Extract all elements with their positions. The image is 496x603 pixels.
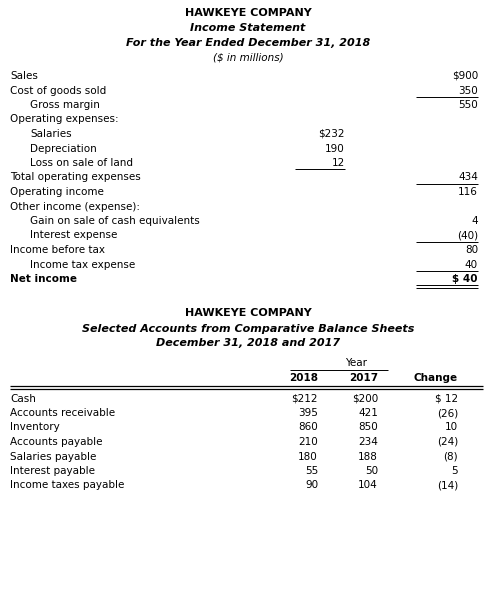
Text: Year: Year bbox=[345, 358, 367, 367]
Text: Accounts payable: Accounts payable bbox=[10, 437, 103, 447]
Text: 90: 90 bbox=[305, 481, 318, 490]
Text: 188: 188 bbox=[358, 452, 378, 461]
Text: $200: $200 bbox=[352, 394, 378, 403]
Text: 395: 395 bbox=[298, 408, 318, 418]
Text: (8): (8) bbox=[443, 452, 458, 461]
Text: Interest expense: Interest expense bbox=[30, 230, 118, 241]
Text: 2018: 2018 bbox=[289, 373, 318, 383]
Text: 210: 210 bbox=[298, 437, 318, 447]
Text: (40): (40) bbox=[457, 230, 478, 241]
Text: Cost of goods sold: Cost of goods sold bbox=[10, 86, 106, 95]
Text: 190: 190 bbox=[325, 144, 345, 154]
Text: Gain on sale of cash equivalents: Gain on sale of cash equivalents bbox=[30, 216, 200, 226]
Text: ($ in millions): ($ in millions) bbox=[213, 53, 283, 63]
Text: Operating expenses:: Operating expenses: bbox=[10, 115, 119, 124]
Text: Accounts receivable: Accounts receivable bbox=[10, 408, 115, 418]
Text: Total operating expenses: Total operating expenses bbox=[10, 172, 141, 183]
Text: 434: 434 bbox=[458, 172, 478, 183]
Text: Interest payable: Interest payable bbox=[10, 466, 95, 476]
Text: 5: 5 bbox=[451, 466, 458, 476]
Text: Salaries: Salaries bbox=[30, 129, 71, 139]
Text: $232: $232 bbox=[318, 129, 345, 139]
Text: Loss on sale of land: Loss on sale of land bbox=[30, 158, 133, 168]
Text: 4: 4 bbox=[471, 216, 478, 226]
Text: Income taxes payable: Income taxes payable bbox=[10, 481, 124, 490]
Text: $ 40: $ 40 bbox=[452, 274, 478, 284]
Text: 55: 55 bbox=[305, 466, 318, 476]
Text: 80: 80 bbox=[465, 245, 478, 255]
Text: $900: $900 bbox=[452, 71, 478, 81]
Text: Other income (expense):: Other income (expense): bbox=[10, 201, 140, 212]
Text: Change: Change bbox=[414, 373, 458, 383]
Text: 421: 421 bbox=[358, 408, 378, 418]
Text: Income tax expense: Income tax expense bbox=[30, 259, 135, 270]
Text: Cash: Cash bbox=[10, 394, 36, 403]
Text: Income before tax: Income before tax bbox=[10, 245, 105, 255]
Text: 860: 860 bbox=[298, 423, 318, 432]
Text: 2017: 2017 bbox=[349, 373, 378, 383]
Text: HAWKEYE COMPANY: HAWKEYE COMPANY bbox=[185, 8, 311, 18]
Text: $ 12: $ 12 bbox=[435, 394, 458, 403]
Text: (24): (24) bbox=[437, 437, 458, 447]
Text: 12: 12 bbox=[332, 158, 345, 168]
Text: 50: 50 bbox=[365, 466, 378, 476]
Text: 350: 350 bbox=[458, 86, 478, 95]
Text: 10: 10 bbox=[445, 423, 458, 432]
Text: Selected Accounts from Comparative Balance Sheets: Selected Accounts from Comparative Balan… bbox=[82, 323, 414, 333]
Text: For the Year Ended December 31, 2018: For the Year Ended December 31, 2018 bbox=[126, 38, 370, 48]
Text: Salaries payable: Salaries payable bbox=[10, 452, 96, 461]
Text: Depreciation: Depreciation bbox=[30, 144, 97, 154]
Text: 116: 116 bbox=[458, 187, 478, 197]
Text: (14): (14) bbox=[437, 481, 458, 490]
Text: 234: 234 bbox=[358, 437, 378, 447]
Text: Income Statement: Income Statement bbox=[190, 23, 306, 33]
Text: 180: 180 bbox=[298, 452, 318, 461]
Text: Inventory: Inventory bbox=[10, 423, 60, 432]
Text: December 31, 2018 and 2017: December 31, 2018 and 2017 bbox=[156, 338, 340, 349]
Text: Sales: Sales bbox=[10, 71, 38, 81]
Text: 40: 40 bbox=[465, 259, 478, 270]
Text: 550: 550 bbox=[458, 100, 478, 110]
Text: 850: 850 bbox=[358, 423, 378, 432]
Text: $212: $212 bbox=[292, 394, 318, 403]
Text: Gross margin: Gross margin bbox=[30, 100, 100, 110]
Text: HAWKEYE COMPANY: HAWKEYE COMPANY bbox=[185, 309, 311, 318]
Text: 104: 104 bbox=[358, 481, 378, 490]
Text: Operating income: Operating income bbox=[10, 187, 104, 197]
Text: (26): (26) bbox=[437, 408, 458, 418]
Text: Net income: Net income bbox=[10, 274, 77, 284]
